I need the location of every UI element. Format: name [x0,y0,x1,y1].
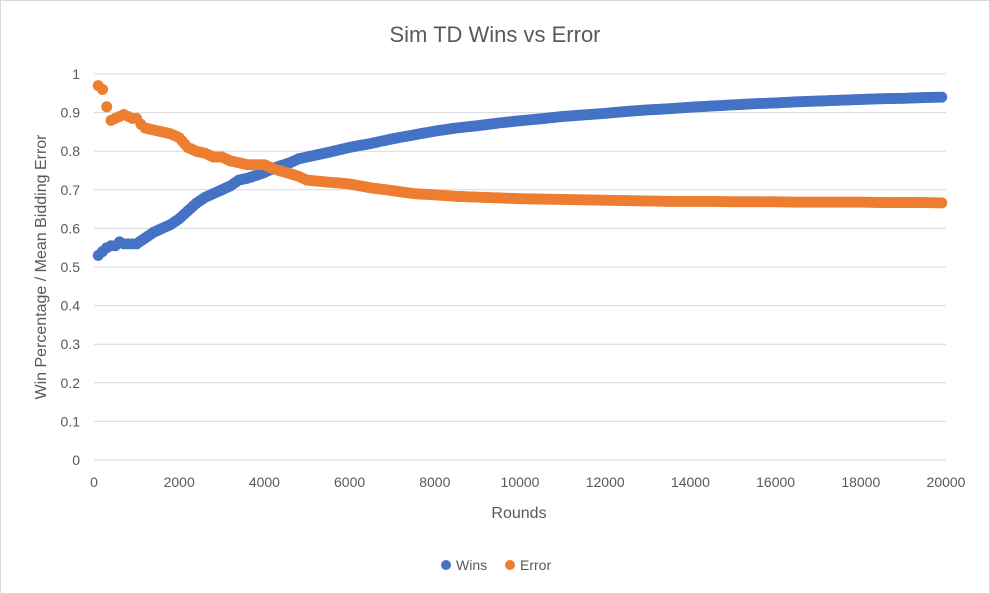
y-tick-label: 0.1 [61,413,81,429]
y-tick-label: 0.5 [61,259,81,275]
x-tick-label: 12000 [586,474,625,490]
y-tick-label: 0.2 [61,375,81,391]
y-tick-label: 0.4 [61,298,81,314]
data-point-error[interactable] [101,101,113,113]
x-tick-label: 6000 [334,474,365,490]
y-tick-label: 0 [72,452,80,468]
y-axis-title: Win Percentage / Mean Bidding Error [33,134,50,400]
x-tick-label: 4000 [249,474,280,490]
data-point-error[interactable] [97,83,109,95]
legend-label-wins: Wins [456,557,487,573]
x-tick-label: 0 [90,474,98,490]
legend-item-wins[interactable]: Wins [441,557,487,573]
x-tick-label: 14000 [671,474,710,490]
series-wins [92,91,948,261]
x-tick-label: 8000 [419,474,450,490]
y-tick-label: 0.9 [61,105,81,121]
y-tick-label: 1 [72,66,80,82]
legend: Wins Error [441,557,551,573]
x-axis-ticks: 0 2000 4000 6000 8000 10000 12000 14000 16000 180… [90,474,966,490]
y-tick-label: 0.3 [61,336,81,352]
x-tick-label: 20000 [927,474,966,490]
y-tick-label: 0.7 [61,182,81,198]
y-axis-ticks: 0 0.1 0.2 0.3 0.4 0.5 0.6 0.7 0.8 0.9 1 [61,66,81,468]
legend-marker-error [505,560,515,570]
legend-marker-wins [441,560,451,570]
y-tick-label: 0.8 [61,143,81,159]
x-tick-label: 16000 [756,474,795,490]
series-layer [92,80,948,261]
data-point-error[interactable] [936,197,948,209]
series-error [92,80,948,209]
chart-title: Sim TD Wins vs Error [389,22,600,47]
x-tick-label: 10000 [501,474,540,490]
data-point-wins[interactable] [936,91,948,103]
x-tick-label: 18000 [841,474,880,490]
gridlines [94,73,946,422]
x-axis-title: Rounds [491,505,546,522]
legend-label-error: Error [520,557,551,573]
legend-item-error[interactable]: Error [505,557,551,573]
y-tick-label: 0.6 [61,220,81,236]
x-tick-label: 2000 [164,474,195,490]
